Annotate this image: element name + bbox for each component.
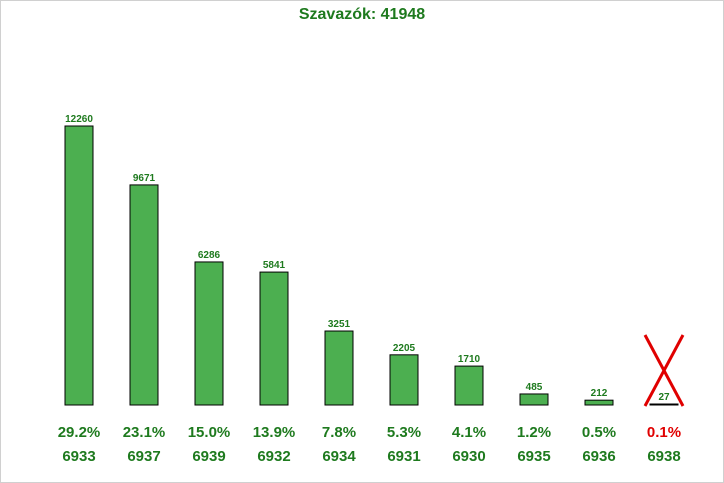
bar-value-label: 2205 (393, 343, 416, 354)
bar-value-label: 9671 (133, 173, 156, 184)
percent-label: 29.2% (58, 424, 101, 441)
bar (584, 399, 614, 406)
percent-label: 5.3% (387, 424, 421, 441)
bar-value-label: 485 (526, 382, 543, 393)
bar-value-label: 27 (658, 392, 670, 403)
category-label: 6930 (452, 448, 485, 465)
category-label: 6932 (257, 448, 290, 465)
bar (194, 261, 224, 406)
category-label: 6939 (192, 448, 225, 465)
percent-label: 15.0% (188, 424, 231, 441)
bar (519, 393, 549, 406)
category-label: 6933 (62, 448, 95, 465)
bar-value-label: 5841 (263, 260, 286, 271)
bar-value-label: 3251 (328, 319, 351, 330)
bar (259, 271, 289, 406)
bar-value-label: 12260 (65, 114, 93, 125)
category-label: 6931 (387, 448, 420, 465)
bar (389, 354, 419, 406)
category-label: 6935 (517, 448, 550, 465)
bar (324, 330, 354, 406)
bar (129, 184, 159, 406)
percent-label: 1.2% (517, 424, 551, 441)
bar (64, 125, 94, 406)
percent-label: 0.1% (647, 424, 681, 441)
percent-label: 0.5% (582, 424, 616, 441)
cross-mark (643, 334, 685, 407)
chart-title: Szavazók: 41948 (298, 6, 426, 23)
bar-value-label: 1710 (458, 354, 481, 365)
category-label: 6936 (582, 448, 615, 465)
category-label: 6937 (127, 448, 160, 465)
bar (649, 403, 679, 406)
category-label: 6938 (647, 448, 680, 465)
bar-value-label: 212 (591, 388, 608, 399)
percent-label: 13.9% (253, 424, 296, 441)
percent-label: 4.1% (452, 424, 486, 441)
category-label: 6934 (322, 448, 356, 465)
percent-label: 7.8% (322, 424, 356, 441)
percent-label: 23.1% (123, 424, 166, 441)
bar (454, 365, 484, 406)
bar-value-label: 6286 (198, 250, 221, 261)
